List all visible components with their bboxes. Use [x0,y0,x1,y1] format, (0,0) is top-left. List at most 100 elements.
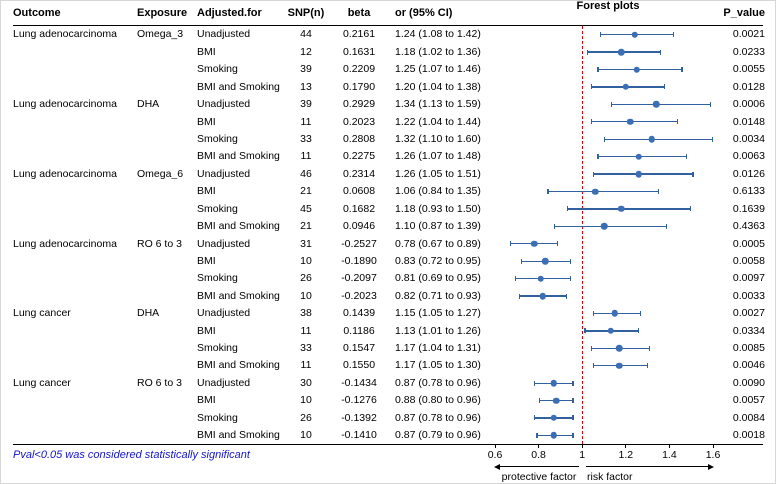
ci-cap-low [597,67,599,73]
or-point [622,83,630,91]
axis-tick [625,444,627,448]
cell-adjusted-for: BMI [197,395,216,406]
cell-or-ci: 0.81 (0.69 to 0.95) [395,273,481,284]
cell-beta: 0.1186 [343,325,375,337]
ci-cap-high [572,380,574,386]
ci-cap-low [590,119,593,125]
cell-or-ci: 0.83 (0.72 to 0.95) [395,255,481,267]
forest-plot-cell [495,287,721,304]
cell-snp-n: 45 [300,203,312,215]
or-point [607,327,614,335]
axis-tick [581,444,583,448]
col-header-beta: beta [347,8,371,19]
cell-beta: -0.2527 [341,238,377,250]
forest-plot-cell [495,165,721,182]
cell-or-ci: 0.88 (0.80 to 0.96) [395,395,481,406]
cell-p-value: 0.1639 [732,203,765,215]
or-point [635,153,643,160]
cell-snp-n: 21 [300,186,312,197]
cell-outcome: Lung cancer [13,377,71,389]
table-row: Smoking 33 0.1547 1.17 (1.04 to 1.31) 0.0085 [1,340,775,357]
cell-beta: -0.2023 [341,290,377,302]
table-row: BMI 11 0.1186 1.13 (1.01 to 1.26) 0.0334 [1,322,775,339]
table-body: Lung adenocarcinoma Omega_3 Unadjusted 44 0.… [1,26,775,444]
cell-beta: 0.0608 [342,186,376,197]
ci-cap-high [692,171,694,177]
right-arrowhead-icon [708,463,714,470]
cell-p-value: 0.0034 [732,133,765,145]
cell-p-value: 0.0233 [732,46,765,58]
cell-adjusted-for: Unadjusted [197,308,251,319]
ci-line [590,121,679,123]
ci-cap-low [518,293,521,299]
forest-plot-cell [495,357,721,374]
cell-outcome: Lung adenocarcinoma [13,99,117,110]
forest-plot-cell [495,113,721,130]
cell-p-value: 0.0005 [732,238,765,250]
ci-cap-high [690,206,692,212]
col-header-snp-n: SNP(n) [287,8,325,19]
cell-beta: -0.1410 [341,430,377,441]
ci-cap-low [584,328,586,334]
ci-cap-high [672,32,674,38]
cell-p-value: 0.0097 [732,273,765,284]
table-row: Smoking 26 -0.1392 0.87 (0.78 to 0.96) 0.008… [1,409,775,426]
or-point [648,135,656,143]
forest-plot-cell [495,61,721,78]
table-row: BMI 11 0.2023 1.22 (1.04 to 1.44) 0.0148 [1,113,775,130]
ci-cap-low [604,136,606,142]
cell-exposure: RO 6 to 3 [137,377,182,389]
forest-plot-cell [495,252,721,269]
cell-p-value: 0.0063 [732,151,765,162]
cell-adjusted-for: BMI [197,46,216,58]
axis-tick-label: 0.6 [487,449,503,461]
forest-plot-cell [495,305,721,322]
axis-tick [668,444,670,448]
cell-p-value: 0.0057 [732,395,765,406]
cell-or-ci: 0.82 (0.71 to 0.93) [395,290,481,302]
cell-snp-n: 30 [300,377,312,389]
ci-cap-low [593,171,595,177]
axis-tick-label: 1 [579,449,586,461]
forest-plot-cell [495,427,721,444]
cell-exposure: Omega_6 [137,168,184,180]
forest-plot-cell [495,235,721,252]
or-point [633,66,640,73]
cell-snp-n: 26 [300,412,312,424]
cell-snp-n: 21 [300,221,312,232]
ci-cap-low [534,415,536,421]
ci-line [597,68,683,71]
ci-cap-low [593,310,595,316]
cell-snp-n: 11 [300,360,312,371]
cell-snp-n: 13 [300,81,312,93]
cell-or-ci: 1.32 (1.10 to 1.60) [395,133,481,145]
col-header-adjusted-for: Adjusted.for [197,8,262,19]
cell-or-ci: 1.34 (1.13 to 1.59) [395,99,481,110]
table-row: BMI and Smoking 11 0.2275 1.26 (1.07 to 1.4… [1,148,775,165]
cell-snp-n: 33 [300,133,312,145]
cell-beta: 0.2161 [342,29,376,40]
cell-or-ci: 1.24 (1.08 to 1.42) [395,29,481,40]
axis-tick-label: 1.4 [662,449,677,461]
ci-cap-high [709,101,711,107]
table-row: BMI 10 -0.1276 0.88 (0.80 to 0.96) 0.0057 [1,392,775,409]
forest-plot-cell [495,392,721,409]
cell-adjusted-for: Smoking [197,203,238,215]
cell-or-ci: 1.18 (1.02 to 1.36) [395,46,481,58]
cell-p-value: 0.0090 [732,377,765,389]
cell-adjusted-for: Unadjusted [197,238,251,250]
axis-tick [494,444,496,448]
risk-arrow-line [586,466,708,467]
cell-p-value: 0.0334 [732,325,765,337]
ci-cap-high [657,189,659,194]
cell-beta: -0.1392 [341,412,377,424]
ci-line [553,225,668,227]
or-point [541,257,549,265]
cell-snp-n: 39 [300,99,312,110]
cell-or-ci: 1.13 (1.01 to 1.26) [395,325,481,337]
ci-cap-high [637,328,640,334]
axis-tick-label: 1.2 [618,449,634,461]
ci-cap-high [565,293,568,299]
cell-p-value: 0.0128 [732,81,765,93]
or-point [550,414,558,422]
